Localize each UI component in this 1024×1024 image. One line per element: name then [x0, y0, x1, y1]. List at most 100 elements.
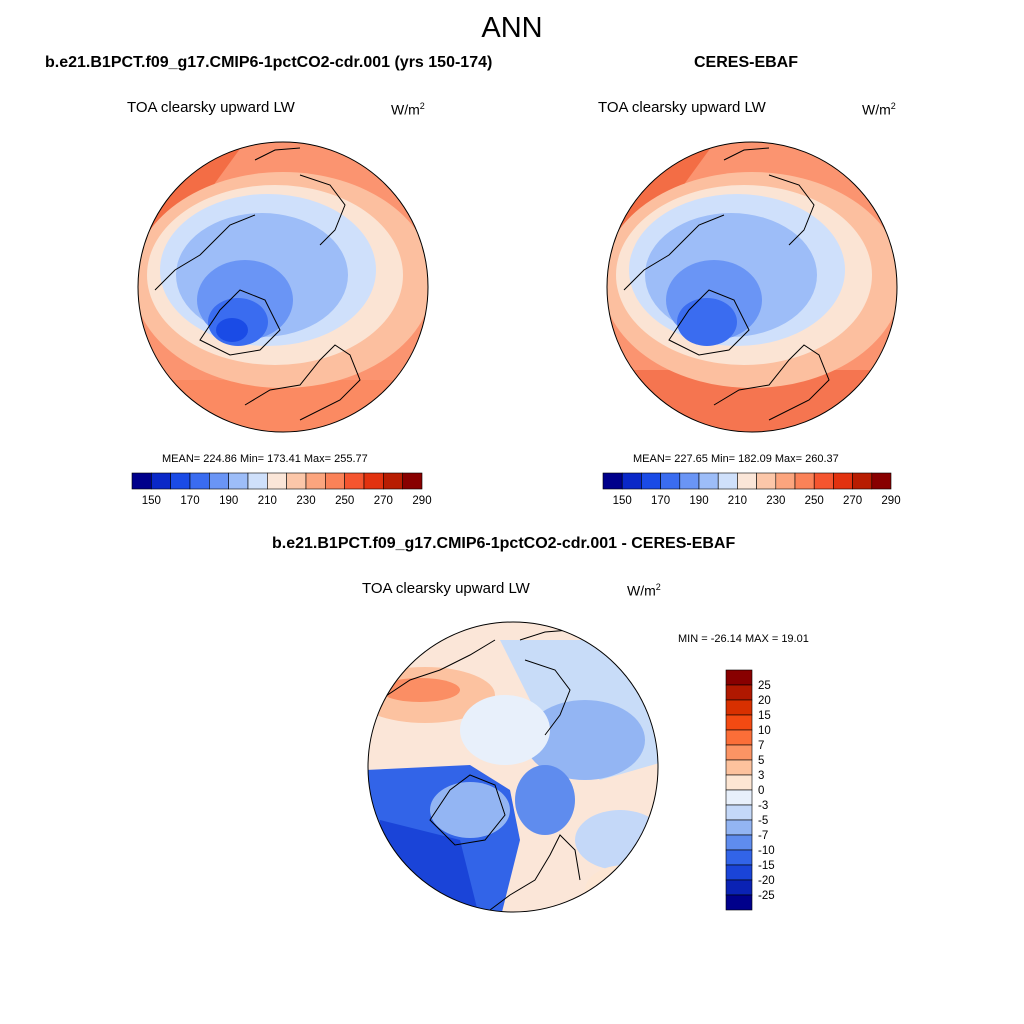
- diff-colorbar-tick-label: -15: [758, 860, 775, 872]
- panel2-colorbar-tick-label: 290: [881, 495, 900, 507]
- panel2-colorbar-box: [871, 472, 892, 490]
- diff-colorbar-tick-label: 10: [758, 725, 771, 737]
- diff-colorbar-box: [725, 699, 753, 716]
- panel2-colorbar: 150 170 190 210 230 250 270 290: [602, 472, 901, 507]
- diff-colorbar-tick-label: 20: [758, 695, 771, 707]
- diff-colorbar-box: [725, 759, 753, 776]
- diff-colorbar-box: [725, 864, 753, 881]
- panel2-polar-map: [606, 141, 898, 433]
- diff-stats: MIN = -26.14 MAX = 19.01: [678, 633, 809, 645]
- diff-colorbar-tick-label: 0: [758, 785, 764, 797]
- panel1-variable-label: TOA clearsky upward LW: [127, 99, 295, 116]
- panel1-colorbar-box: [325, 472, 345, 490]
- panel2-colorbar-tick-label: 210: [728, 495, 747, 507]
- diff-polar-map: [367, 621, 659, 913]
- panel2-variable-label: TOA clearsky upward LW: [598, 99, 766, 116]
- diff-variable-label: TOA clearsky upward LW: [362, 580, 530, 597]
- diff-colorbar-tick-label: -25: [758, 890, 775, 902]
- panel2-colorbar-box: [794, 472, 815, 490]
- panel1-units: W/m2: [391, 101, 425, 118]
- panel2-colorbar-box: [641, 472, 661, 490]
- panel2-colorbar-box: [660, 472, 681, 490]
- panel1-colorbar-tick-label: 170: [180, 495, 199, 507]
- panel2-colorbar-box: [813, 472, 834, 490]
- diff-field: [368, 622, 658, 912]
- diff-colorbar-tick-label: 15: [758, 710, 771, 722]
- panel2-colorbar-tick-label: 270: [843, 495, 862, 507]
- diff-colorbar-tick-label: 5: [758, 755, 764, 767]
- diff-colorbar-tick-label: -10: [758, 845, 775, 857]
- diff-colorbar-box: [725, 789, 753, 806]
- panel2-colorbar-tick-label: 150: [613, 495, 632, 507]
- panel2-coastlines: [623, 147, 830, 421]
- diff-colorbar-box: [725, 774, 753, 791]
- panel1-colorbar-tick-label: 230: [296, 495, 315, 507]
- diff-colorbar-box: [725, 804, 753, 821]
- panel2-colorbar-tick-label: 190: [689, 495, 708, 507]
- panel2-colorbar-box: [621, 472, 642, 490]
- diff-coastlines: [379, 629, 581, 911]
- panel1-field: [138, 142, 428, 432]
- panel1-colorbar-box: [383, 472, 403, 490]
- panel2-field: [607, 142, 897, 432]
- panel2-colorbar-box: [717, 472, 738, 490]
- figure-title: ANN: [481, 12, 543, 44]
- panel1-colorbar-tick-label: 210: [258, 495, 277, 507]
- panel1-colorbar-box: [209, 472, 229, 490]
- panel2-colorbar-box: [756, 472, 777, 490]
- panel1-colorbar-box: [363, 472, 384, 490]
- panel1-colorbar-tick-label: 250: [335, 495, 354, 507]
- diff-colorbar-box: [725, 744, 753, 761]
- diff-colorbar-tick-label: -3: [758, 800, 768, 812]
- diff-colorbar-box: [725, 729, 753, 746]
- panel1-colorbar-tick-label: 270: [374, 495, 393, 507]
- panel1-colorbar-tick-label: 290: [412, 495, 431, 507]
- diff-colorbar-box: [725, 684, 753, 701]
- panel2-colorbar-box: [775, 472, 796, 490]
- diff-units: W/m2: [627, 582, 661, 599]
- panel1-title: b.e21.B1PCT.f09_g17.CMIP6-1pctCO2-cdr.00…: [45, 54, 493, 71]
- panel1-stats: MEAN= 224.86 Min= 173.41 Max= 255.77: [162, 453, 368, 465]
- diff-colorbar-box: [725, 849, 753, 866]
- diff-colorbar-box: [725, 714, 753, 731]
- panel1-colorbar-box: [267, 472, 287, 490]
- panel2-colorbar-box: [833, 472, 853, 490]
- diff-colorbar: 25 20 15 10 7 5 3 0 -3 -5 -7 -10 -15 -20 -25: [725, 669, 775, 911]
- panel2-colorbar-tick-label: 250: [805, 495, 824, 507]
- diff-panel-title: b.e21.B1PCT.f09_g17.CMIP6-1pctCO2-cdr.00…: [272, 535, 736, 552]
- panel2-title: CERES-EBAF: [694, 54, 799, 71]
- panel1-colorbar-box: [228, 472, 249, 490]
- diff-colorbar-tick-label: -7: [758, 830, 768, 842]
- panel2-colorbar-tick-label: 170: [651, 495, 670, 507]
- panel1-colorbar-box: [170, 472, 191, 490]
- panel2-colorbar-box: [698, 472, 719, 490]
- panel1-colorbar-tick-label: 190: [219, 495, 238, 507]
- diff-map-border: [367, 621, 659, 913]
- panel1-polar-map: [137, 141, 429, 433]
- panel1-coastlines: [154, 147, 361, 421]
- diff-colorbar-box: [725, 819, 753, 836]
- diff-colorbar-tick-label: 7: [758, 740, 764, 752]
- panel1-colorbar-box: [189, 472, 210, 490]
- diff-colorbar-box: [725, 879, 753, 896]
- panel1-colorbar-box: [402, 472, 423, 490]
- diff-colorbar-tick-label: 3: [758, 770, 764, 782]
- panel1-colorbar-box: [305, 472, 326, 490]
- panel1-colorbar-tick-label: 150: [142, 495, 161, 507]
- panel1-colorbar-box: [131, 472, 152, 490]
- panel2-colorbar-box: [737, 472, 757, 490]
- diff-colorbar-tick-label: -20: [758, 875, 775, 887]
- panel1-colorbar-box: [344, 472, 365, 490]
- panel2-colorbar-box: [602, 472, 623, 490]
- panel1-colorbar-box: [247, 472, 268, 490]
- diff-colorbar-box: [725, 834, 753, 851]
- panel2-map-border: [606, 141, 898, 433]
- panel2-colorbar-box: [852, 472, 873, 490]
- diff-colorbar-tick-label: -5: [758, 815, 768, 827]
- panel2-colorbar-box: [679, 472, 700, 490]
- diff-colorbar-box: [725, 894, 753, 911]
- panel1-colorbar-box: [151, 472, 171, 490]
- diff-colorbar-tick-label: 25: [758, 680, 771, 692]
